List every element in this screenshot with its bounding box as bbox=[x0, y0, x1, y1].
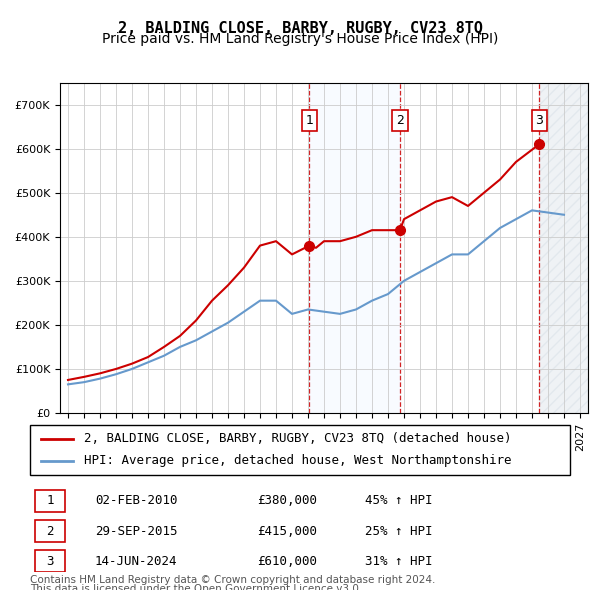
Text: £380,000: £380,000 bbox=[257, 494, 317, 507]
FancyBboxPatch shape bbox=[35, 490, 65, 512]
Text: 25% ↑ HPI: 25% ↑ HPI bbox=[365, 525, 432, 537]
Text: 14-JUN-2024: 14-JUN-2024 bbox=[95, 555, 178, 568]
FancyBboxPatch shape bbox=[30, 425, 570, 475]
Text: 2: 2 bbox=[396, 114, 404, 127]
Text: 2, BALDING CLOSE, BARBY, RUGBY, CV23 8TQ (detached house): 2, BALDING CLOSE, BARBY, RUGBY, CV23 8TQ… bbox=[84, 432, 511, 445]
Bar bbox=[310, 83, 400, 413]
Text: £610,000: £610,000 bbox=[257, 555, 317, 568]
Text: 45% ↑ HPI: 45% ↑ HPI bbox=[365, 494, 432, 507]
FancyBboxPatch shape bbox=[35, 520, 65, 542]
Text: 1: 1 bbox=[305, 114, 313, 127]
Text: £415,000: £415,000 bbox=[257, 525, 317, 537]
FancyBboxPatch shape bbox=[35, 550, 65, 572]
Text: HPI: Average price, detached house, West Northamptonshire: HPI: Average price, detached house, West… bbox=[84, 454, 511, 467]
Text: 3: 3 bbox=[47, 555, 54, 568]
Text: This data is licensed under the Open Government Licence v3.0.: This data is licensed under the Open Gov… bbox=[30, 584, 362, 590]
Bar bbox=[539, 83, 588, 413]
Text: 1: 1 bbox=[47, 494, 54, 507]
Text: 2: 2 bbox=[47, 525, 54, 537]
Text: 31% ↑ HPI: 31% ↑ HPI bbox=[365, 555, 432, 568]
Text: 3: 3 bbox=[535, 114, 543, 127]
Text: 02-FEB-2010: 02-FEB-2010 bbox=[95, 494, 178, 507]
Text: Price paid vs. HM Land Registry's House Price Index (HPI): Price paid vs. HM Land Registry's House … bbox=[102, 32, 498, 47]
Text: Contains HM Land Registry data © Crown copyright and database right 2024.: Contains HM Land Registry data © Crown c… bbox=[30, 575, 436, 585]
Text: 2, BALDING CLOSE, BARBY, RUGBY, CV23 8TQ: 2, BALDING CLOSE, BARBY, RUGBY, CV23 8TQ bbox=[118, 21, 482, 35]
Text: 29-SEP-2015: 29-SEP-2015 bbox=[95, 525, 178, 537]
